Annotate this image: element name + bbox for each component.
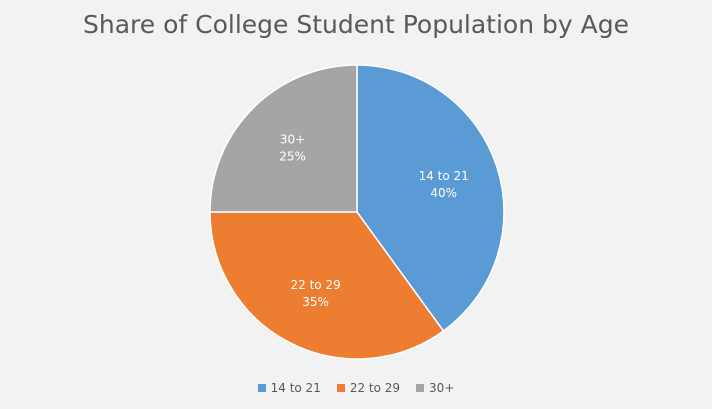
legend-item: 14 to 21	[257, 381, 321, 395]
pie-slice-22-to-29	[209, 211, 445, 360]
legend-label: 22 to 29	[349, 381, 401, 395]
legend-swatch	[336, 384, 345, 392]
legend-item: 22 to 29	[336, 381, 401, 395]
legend-swatch	[416, 384, 425, 392]
legend-label: 14 to 21	[270, 381, 321, 395]
slice-label: 30+ 25%	[279, 133, 306, 164]
slice-label: 14 to 21 40%	[419, 169, 469, 200]
pie-slice-14-to-21	[356, 64, 505, 332]
legend-item: 30+	[416, 381, 454, 395]
legend-label: 30+	[429, 381, 455, 395]
slice-label: 22 to 29 35%	[291, 278, 341, 309]
chart-title: Share of College Student Population by A…	[83, 10, 629, 39]
legend-swatch	[257, 384, 266, 392]
pie-slice-30	[209, 64, 358, 213]
chart-legend: 14 to 21 22 to 29 30+	[0, 381, 712, 395]
